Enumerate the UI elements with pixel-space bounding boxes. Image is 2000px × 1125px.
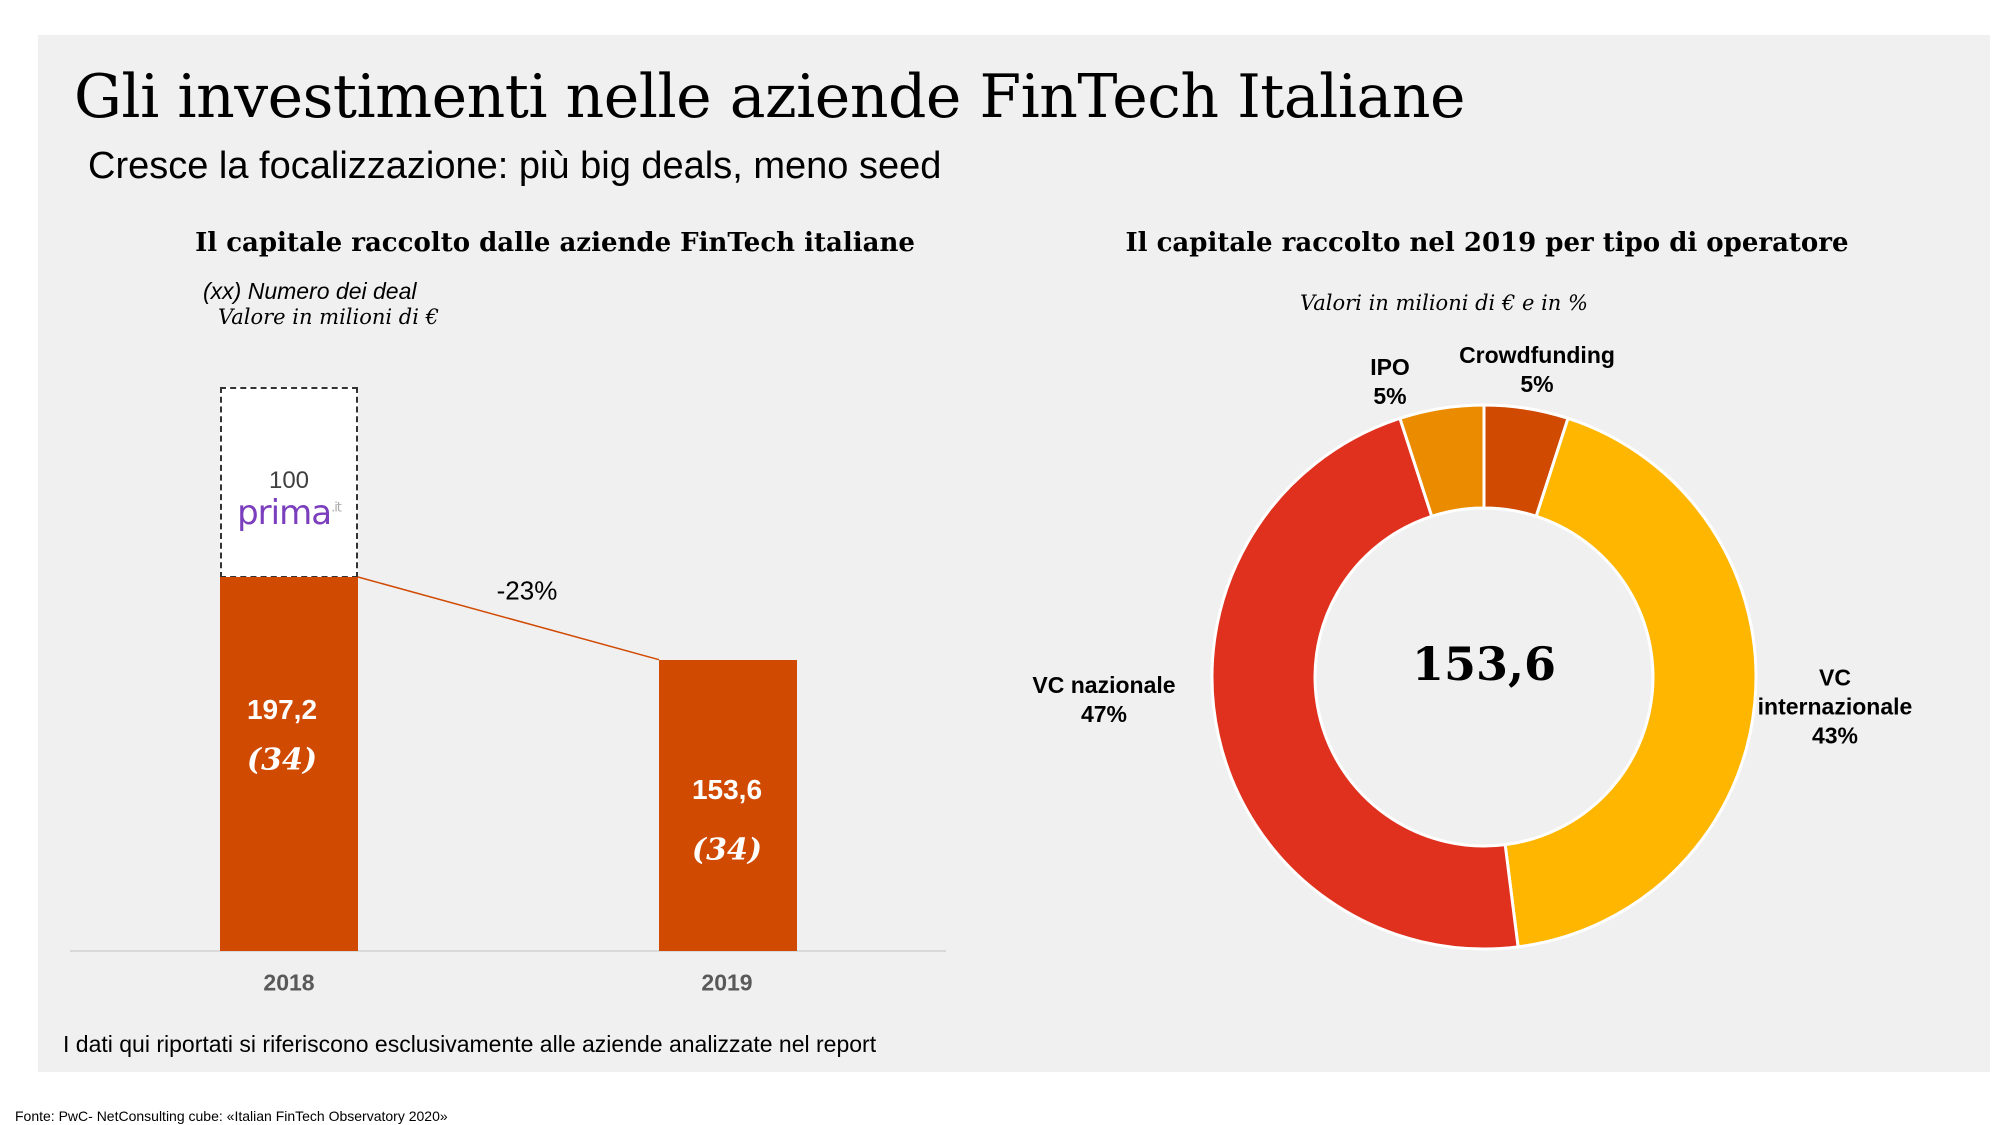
label-ipo: IPO 5%: [1370, 354, 1410, 409]
x-tick-2018: 2018: [263, 969, 315, 996]
label-vc-internazionale: VC internazionale 43%: [1757, 664, 1913, 749]
change-connector-line: [357, 576, 660, 661]
deal-count-note: (xx) Numero dei deal: [203, 278, 417, 304]
bar-2018-deals-label: (34): [246, 742, 318, 778]
bar-2019-deals-label: (34): [691, 832, 763, 868]
label-vc-nazionale: VC nazionale 47%: [1032, 672, 1176, 727]
bar-2018-extra-prima: [220, 387, 358, 578]
page-title: Gli investimenti nelle aziende FinTech I…: [74, 62, 1465, 132]
source-note: Fonte: PwC- NetConsulting cube: «Italian…: [15, 1108, 448, 1124]
donut-subtitle: Valori in milioni di € e in %: [1300, 291, 1588, 315]
prima-logo: prima.it: [237, 493, 342, 533]
extra-value-label: 100: [268, 467, 310, 494]
bar-2018: [220, 577, 358, 951]
x-tick-2019: 2019: [701, 969, 753, 996]
bar-2018-value-label: 197,2: [246, 694, 318, 725]
donut-chart-title: Il capitale raccolto nel 2019 per tipo d…: [1125, 228, 1849, 258]
value-unit-note: Valore in milioni di €: [218, 305, 439, 329]
change-label: -23%: [496, 575, 558, 606]
footnote: I dati qui riportati si riferiscono escl…: [63, 1031, 877, 1057]
label-crowdfunding: Crowdfunding 5%: [1459, 342, 1615, 397]
bar-2019-value-label: 153,6: [691, 774, 763, 805]
bar-chart-title: Il capitale raccolto dalle aziende FinTe…: [195, 228, 915, 258]
donut-center-total: 153,6: [1411, 637, 1557, 691]
slice-vc-internazionale: [1503, 416, 1758, 949]
page-subtitle: Cresce la focalizzazione: più big deals,…: [88, 145, 942, 187]
slice-vc-nazionale: [1210, 416, 1520, 951]
bar-2019: [659, 659, 797, 951]
slice-ipo: [1398, 403, 1486, 519]
